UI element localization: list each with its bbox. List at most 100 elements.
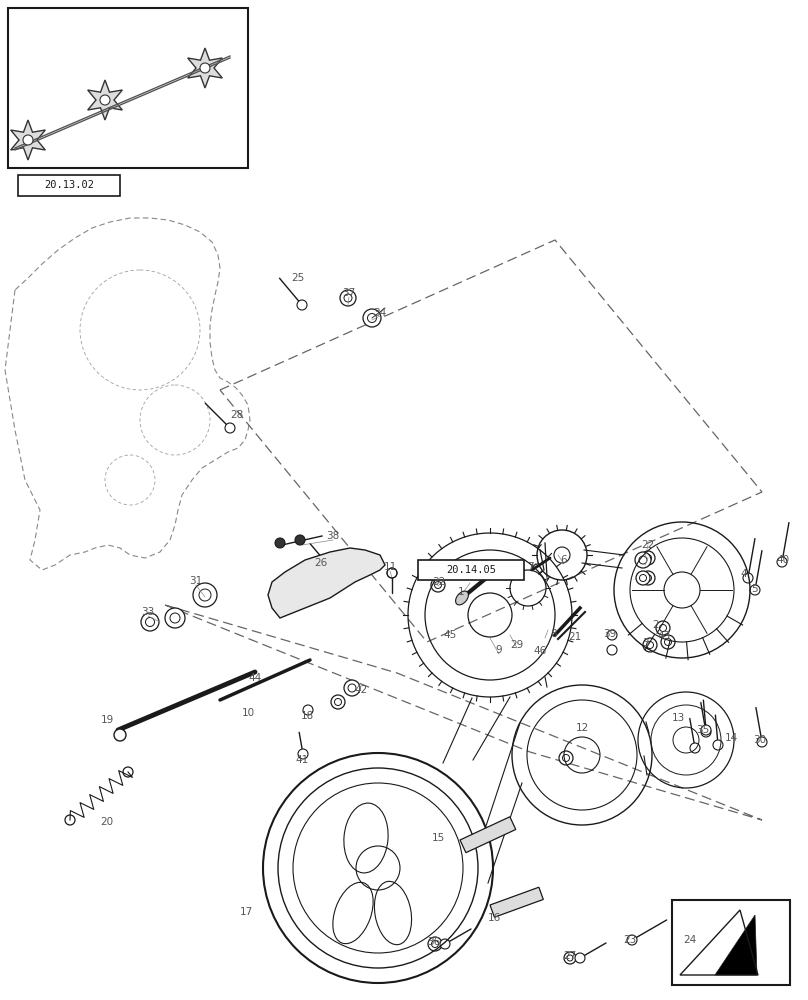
Text: 43: 43 <box>658 631 671 641</box>
Circle shape <box>431 940 439 948</box>
Text: 39: 39 <box>604 629 617 639</box>
Circle shape <box>562 754 570 762</box>
Circle shape <box>701 727 711 737</box>
Text: 40: 40 <box>776 555 789 565</box>
Text: 6: 6 <box>561 555 567 565</box>
Text: 10: 10 <box>242 708 255 718</box>
Circle shape <box>564 952 576 964</box>
Bar <box>460 817 516 853</box>
Circle shape <box>114 729 126 741</box>
Circle shape <box>298 749 308 759</box>
Text: 30: 30 <box>753 735 767 745</box>
Circle shape <box>323 560 333 570</box>
Circle shape <box>777 557 787 567</box>
Polygon shape <box>268 548 385 618</box>
Text: 9: 9 <box>495 645 503 655</box>
Circle shape <box>645 574 651 582</box>
Circle shape <box>368 314 377 322</box>
Text: 11: 11 <box>383 562 397 572</box>
Polygon shape <box>11 120 45 160</box>
Circle shape <box>635 552 651 568</box>
Circle shape <box>165 608 185 628</box>
Text: 31: 31 <box>189 576 203 586</box>
Text: 35: 35 <box>696 725 709 735</box>
Bar <box>672 900 790 985</box>
Circle shape <box>627 935 637 945</box>
Circle shape <box>225 423 235 433</box>
Circle shape <box>743 573 753 583</box>
Circle shape <box>23 135 33 145</box>
Text: 3: 3 <box>642 638 648 648</box>
Text: 21: 21 <box>568 632 582 642</box>
Circle shape <box>200 63 210 73</box>
Text: 2: 2 <box>653 620 659 630</box>
Text: 12: 12 <box>575 723 588 733</box>
Circle shape <box>659 624 667 632</box>
Circle shape <box>641 571 655 585</box>
Text: 46: 46 <box>533 646 547 656</box>
Circle shape <box>646 642 654 648</box>
Circle shape <box>575 953 585 963</box>
Circle shape <box>641 551 655 565</box>
Bar <box>18 175 120 196</box>
Circle shape <box>636 571 650 585</box>
Text: 36: 36 <box>427 937 440 947</box>
Circle shape <box>170 613 180 623</box>
Polygon shape <box>88 80 122 120</box>
Circle shape <box>440 939 450 949</box>
Circle shape <box>431 578 445 592</box>
Text: 5: 5 <box>751 584 759 594</box>
Text: 1: 1 <box>457 587 465 597</box>
Circle shape <box>193 583 217 607</box>
Text: 20: 20 <box>100 817 114 827</box>
Circle shape <box>387 568 397 578</box>
Circle shape <box>435 582 441 588</box>
Circle shape <box>559 751 573 765</box>
Circle shape <box>145 617 154 626</box>
Circle shape <box>687 935 697 945</box>
Circle shape <box>335 698 342 706</box>
Circle shape <box>639 556 647 564</box>
Circle shape <box>701 725 711 735</box>
Circle shape <box>363 309 381 327</box>
Circle shape <box>340 290 356 306</box>
Text: 7: 7 <box>527 562 533 572</box>
Circle shape <box>348 684 356 692</box>
Circle shape <box>690 743 700 753</box>
Text: 14: 14 <box>725 733 738 743</box>
Circle shape <box>344 680 360 696</box>
Text: 16: 16 <box>487 913 501 923</box>
Text: 22: 22 <box>642 540 654 550</box>
Text: 32: 32 <box>432 577 446 587</box>
Circle shape <box>713 740 723 750</box>
Text: 27: 27 <box>563 951 577 961</box>
Circle shape <box>275 538 285 548</box>
Text: 23: 23 <box>624 935 637 945</box>
Text: 41: 41 <box>296 755 309 765</box>
Circle shape <box>750 585 760 595</box>
Text: 24: 24 <box>684 935 696 945</box>
Circle shape <box>297 300 307 310</box>
Text: 37: 37 <box>343 288 356 298</box>
Circle shape <box>661 635 675 649</box>
Circle shape <box>199 589 211 601</box>
Text: 8: 8 <box>551 629 558 639</box>
Polygon shape <box>187 48 222 88</box>
Text: 20.13.02: 20.13.02 <box>44 180 94 190</box>
Text: 26: 26 <box>314 558 327 568</box>
Text: 33: 33 <box>141 607 154 617</box>
Text: 34: 34 <box>373 308 386 318</box>
Circle shape <box>141 613 159 631</box>
Circle shape <box>643 638 657 652</box>
Circle shape <box>428 937 442 951</box>
Circle shape <box>639 574 646 582</box>
Text: 38: 38 <box>326 531 339 541</box>
Circle shape <box>656 621 670 635</box>
Text: 29: 29 <box>511 640 524 650</box>
Bar <box>418 560 524 580</box>
Circle shape <box>567 955 573 961</box>
Text: 44: 44 <box>248 673 262 683</box>
Text: 18: 18 <box>301 711 314 721</box>
Ellipse shape <box>456 591 469 605</box>
Circle shape <box>757 737 767 747</box>
